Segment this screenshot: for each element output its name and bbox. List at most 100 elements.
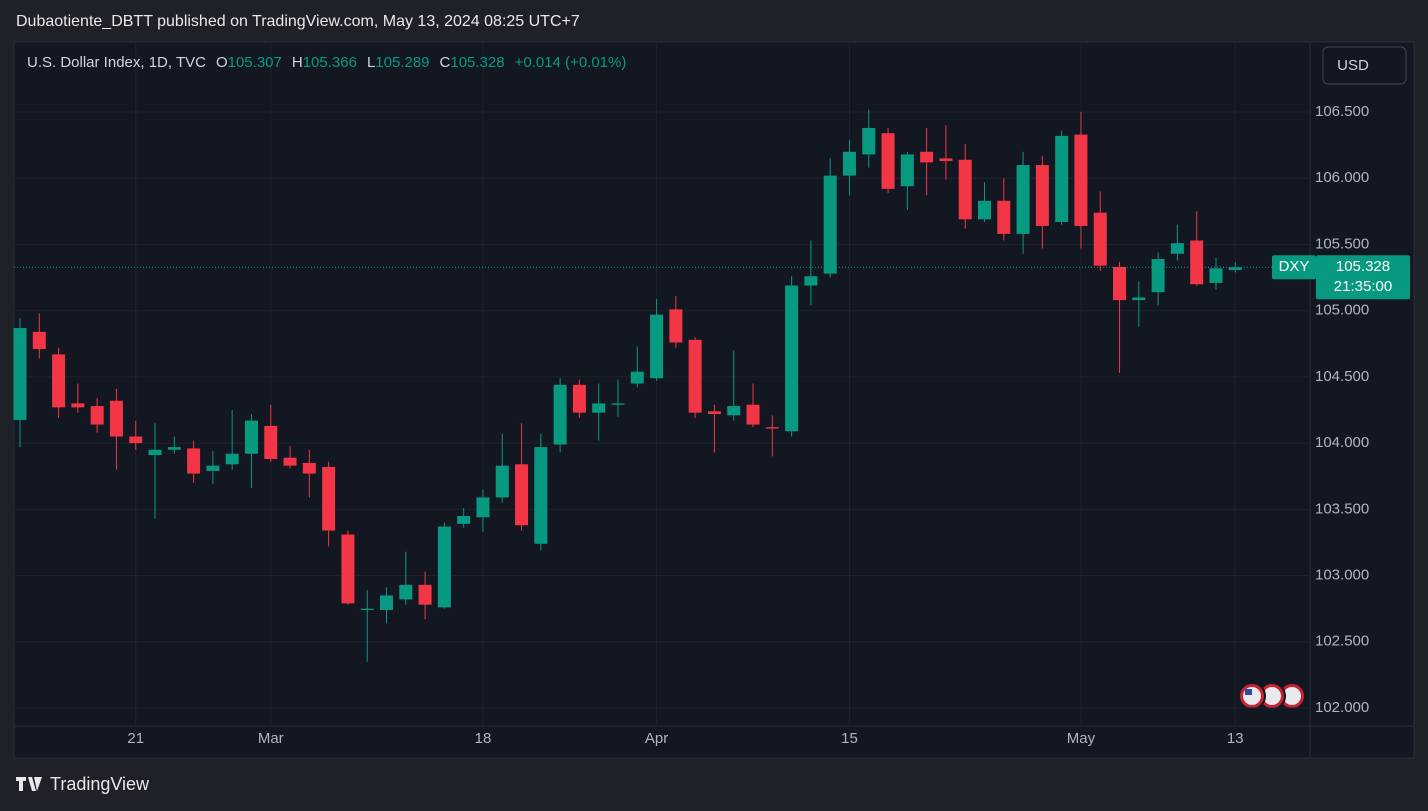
panel xyxy=(13,41,1415,759)
candle-body xyxy=(534,447,548,544)
footer: TradingView xyxy=(50,774,150,794)
legend-key: C xyxy=(439,54,451,71)
candle-body xyxy=(1016,165,1030,234)
candle-body xyxy=(225,453,239,465)
candle-body xyxy=(785,285,799,432)
candle-body xyxy=(746,404,760,425)
x-tick-label: 18 xyxy=(475,730,492,747)
currency[interactable]: USD xyxy=(1337,57,1369,74)
candle-body xyxy=(572,384,586,413)
candle-body xyxy=(380,595,394,610)
candle-body xyxy=(842,151,856,176)
symbol-badge xyxy=(1272,255,1316,280)
candle-body xyxy=(495,465,509,498)
candle-body xyxy=(52,354,66,408)
legend-value: 105.328 xyxy=(450,54,505,71)
y-tick-label: 102.000 xyxy=(1315,699,1369,716)
price-label: 105.328 xyxy=(1336,258,1390,275)
legend-value: 105.366 xyxy=(302,54,357,71)
candle-body xyxy=(630,371,644,384)
x-tick-label: 13 xyxy=(1227,730,1244,747)
candle-body xyxy=(244,420,258,454)
candle-body xyxy=(90,406,104,425)
countdown: 21:35:00 xyxy=(1334,278,1392,295)
candle-body xyxy=(206,465,220,471)
candle-body xyxy=(71,403,85,408)
candle-body xyxy=(1035,165,1049,226)
candle-body xyxy=(958,159,972,220)
candle-body xyxy=(109,400,123,437)
flags xyxy=(1238,682,1306,710)
candle-body xyxy=(688,339,702,413)
legend-change: +0.014 (+0.01%) xyxy=(514,54,627,71)
legend-key: H xyxy=(291,54,303,71)
candle-body xyxy=(1055,135,1069,222)
candle-body xyxy=(167,447,181,450)
candle-body xyxy=(1132,297,1146,301)
candle-body xyxy=(553,384,567,445)
y-tick-label: 102.500 xyxy=(1315,633,1369,650)
y-tick-label: 105.500 xyxy=(1315,235,1369,252)
candle-body xyxy=(650,314,664,379)
candle-body xyxy=(187,448,201,474)
candle-body xyxy=(727,406,741,416)
logo xyxy=(16,777,42,791)
x-tick-label: 15 xyxy=(841,730,858,747)
symbol-title: U.S. Dollar Index, 1D, TVC xyxy=(27,54,206,71)
candle-body xyxy=(1151,259,1165,293)
candle-body xyxy=(1228,267,1242,271)
candle-body xyxy=(1113,266,1127,301)
y-tick-label: 104.500 xyxy=(1315,368,1369,385)
candle-body xyxy=(129,436,143,444)
candle-body xyxy=(997,200,1011,234)
candle-body xyxy=(939,158,953,162)
candle-body xyxy=(457,515,471,524)
candle-body xyxy=(881,133,895,189)
candle-body xyxy=(437,526,451,608)
candle-body xyxy=(592,403,606,413)
candle-body xyxy=(283,457,297,466)
candle-body xyxy=(1074,134,1088,226)
candle-body xyxy=(920,151,934,163)
candle-body xyxy=(862,127,876,155)
candle-body xyxy=(13,328,27,420)
candle-body xyxy=(515,464,529,526)
x-tick-label: Apr xyxy=(645,730,668,747)
legend-value: 105.289 xyxy=(375,54,430,71)
y-tick-label: 103.000 xyxy=(1315,567,1369,584)
header: Dubaotiente_DBTT published on TradingVie… xyxy=(16,13,580,30)
candle-body xyxy=(264,425,278,460)
candle-body xyxy=(418,584,432,605)
candle-body xyxy=(1209,268,1223,283)
x-tick-label: May xyxy=(1067,730,1096,747)
candle-body xyxy=(341,534,355,604)
candle-body xyxy=(360,608,374,610)
candle-body xyxy=(148,449,162,456)
candle-body xyxy=(669,309,683,343)
candle-body xyxy=(765,427,779,429)
candle-body xyxy=(978,200,991,220)
candle-body xyxy=(399,584,413,600)
candle-body xyxy=(707,411,721,414)
candle-body xyxy=(1170,243,1184,254)
price-badge xyxy=(1316,255,1410,300)
candle-body xyxy=(322,466,336,531)
currency-button[interactable] xyxy=(1322,46,1407,85)
candle-body xyxy=(900,154,914,187)
candle-body xyxy=(1190,240,1204,285)
legend: U.S. Dollar Index, 1D, TVC O 105.307 H 105… xyxy=(27,54,636,71)
legend-value: 105.307 xyxy=(227,54,282,71)
y-tick-label: 103.500 xyxy=(1315,500,1369,517)
y-tick-label: 104.000 xyxy=(1315,434,1369,451)
y-tick-label: 106.000 xyxy=(1315,169,1369,186)
candle-body xyxy=(823,175,837,274)
candle-body xyxy=(32,331,46,350)
candle-body xyxy=(611,403,625,405)
legend-key: L xyxy=(366,54,376,71)
candle-body xyxy=(1093,212,1107,266)
candle-body xyxy=(302,462,316,474)
y-tick-label: 106.500 xyxy=(1315,103,1369,120)
candle-body xyxy=(804,276,818,286)
y-tick-label: 105.000 xyxy=(1315,302,1369,319)
